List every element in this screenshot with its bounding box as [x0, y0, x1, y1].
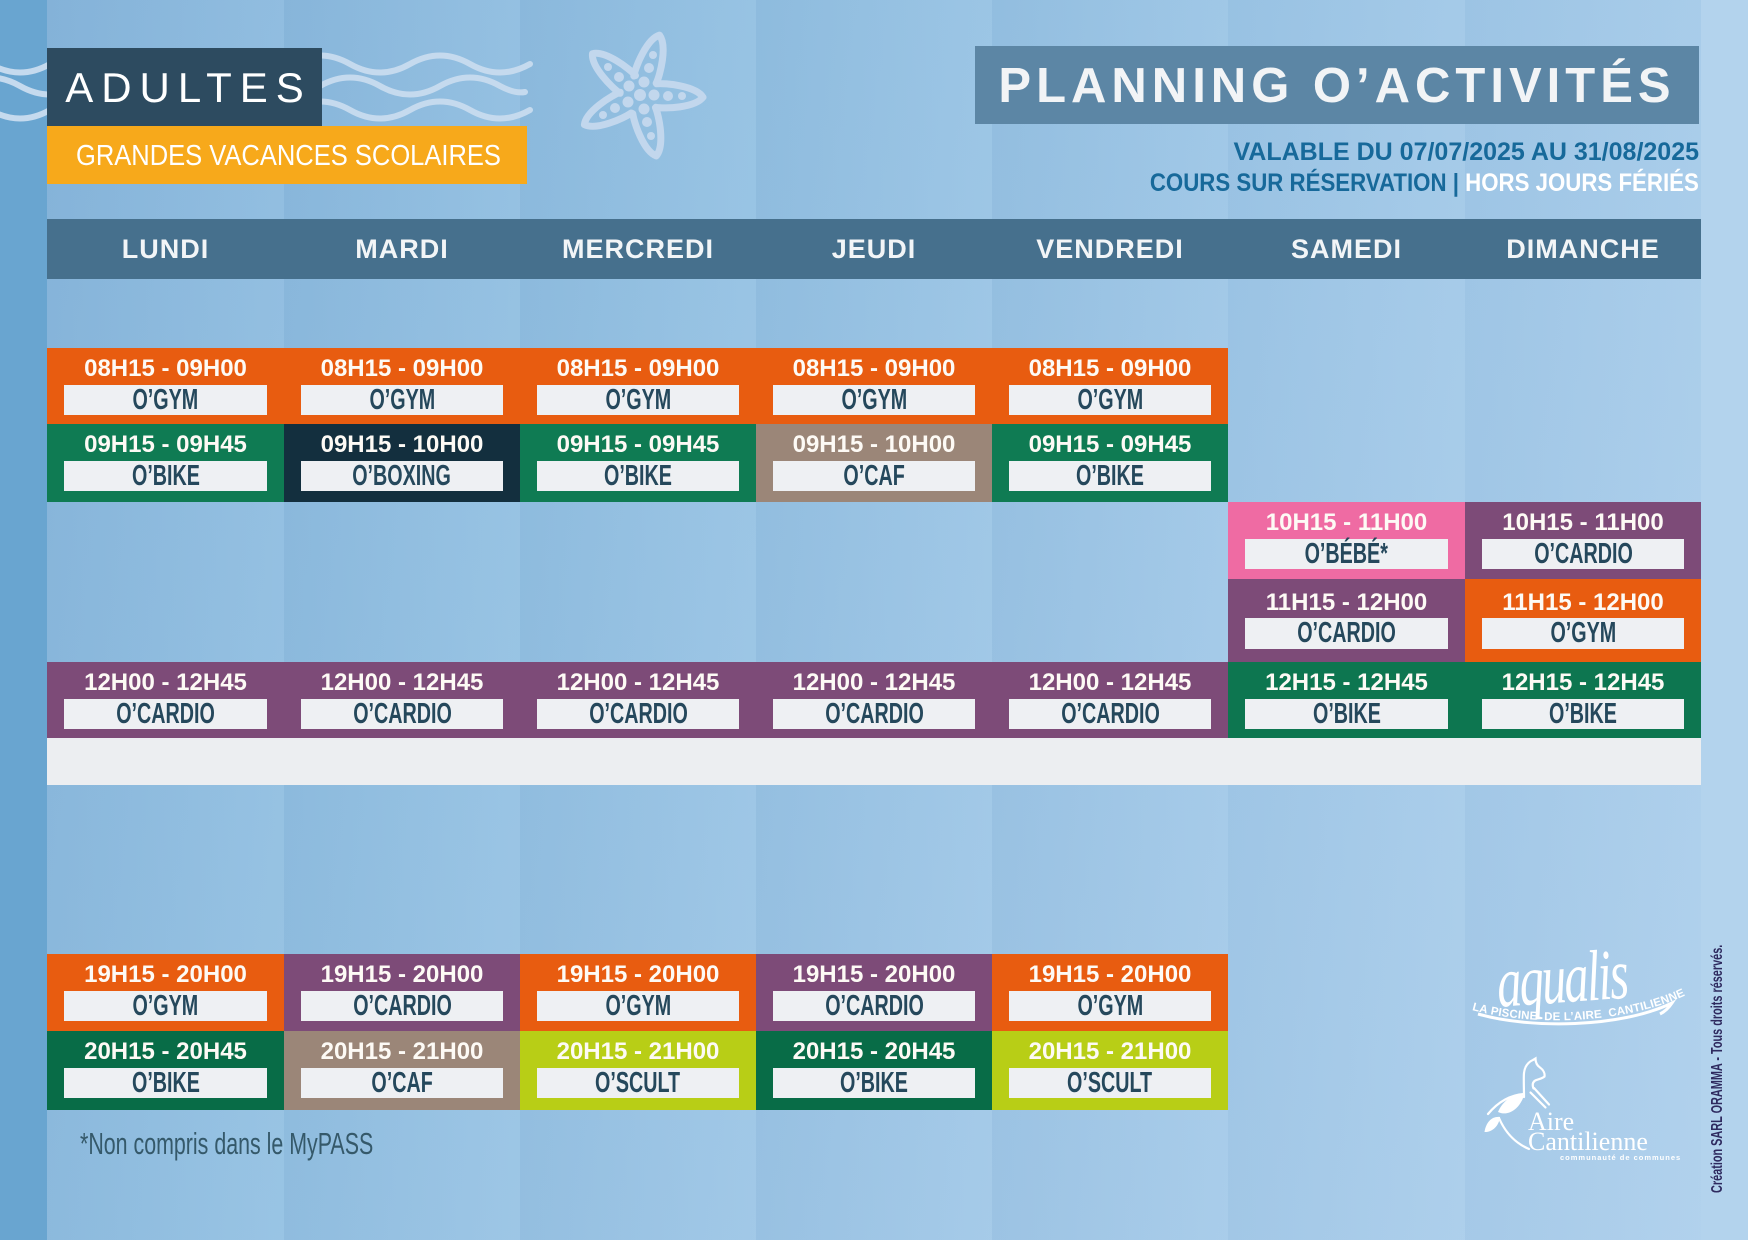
svg-text:communauté de communes: communauté de communes [1560, 1153, 1681, 1162]
svg-text:Aire: Aire [1528, 1107, 1574, 1136]
svg-text:Cantilienne: Cantilienne [1528, 1127, 1648, 1156]
svg-text:aqualis: aqualis [1494, 935, 1630, 1023]
